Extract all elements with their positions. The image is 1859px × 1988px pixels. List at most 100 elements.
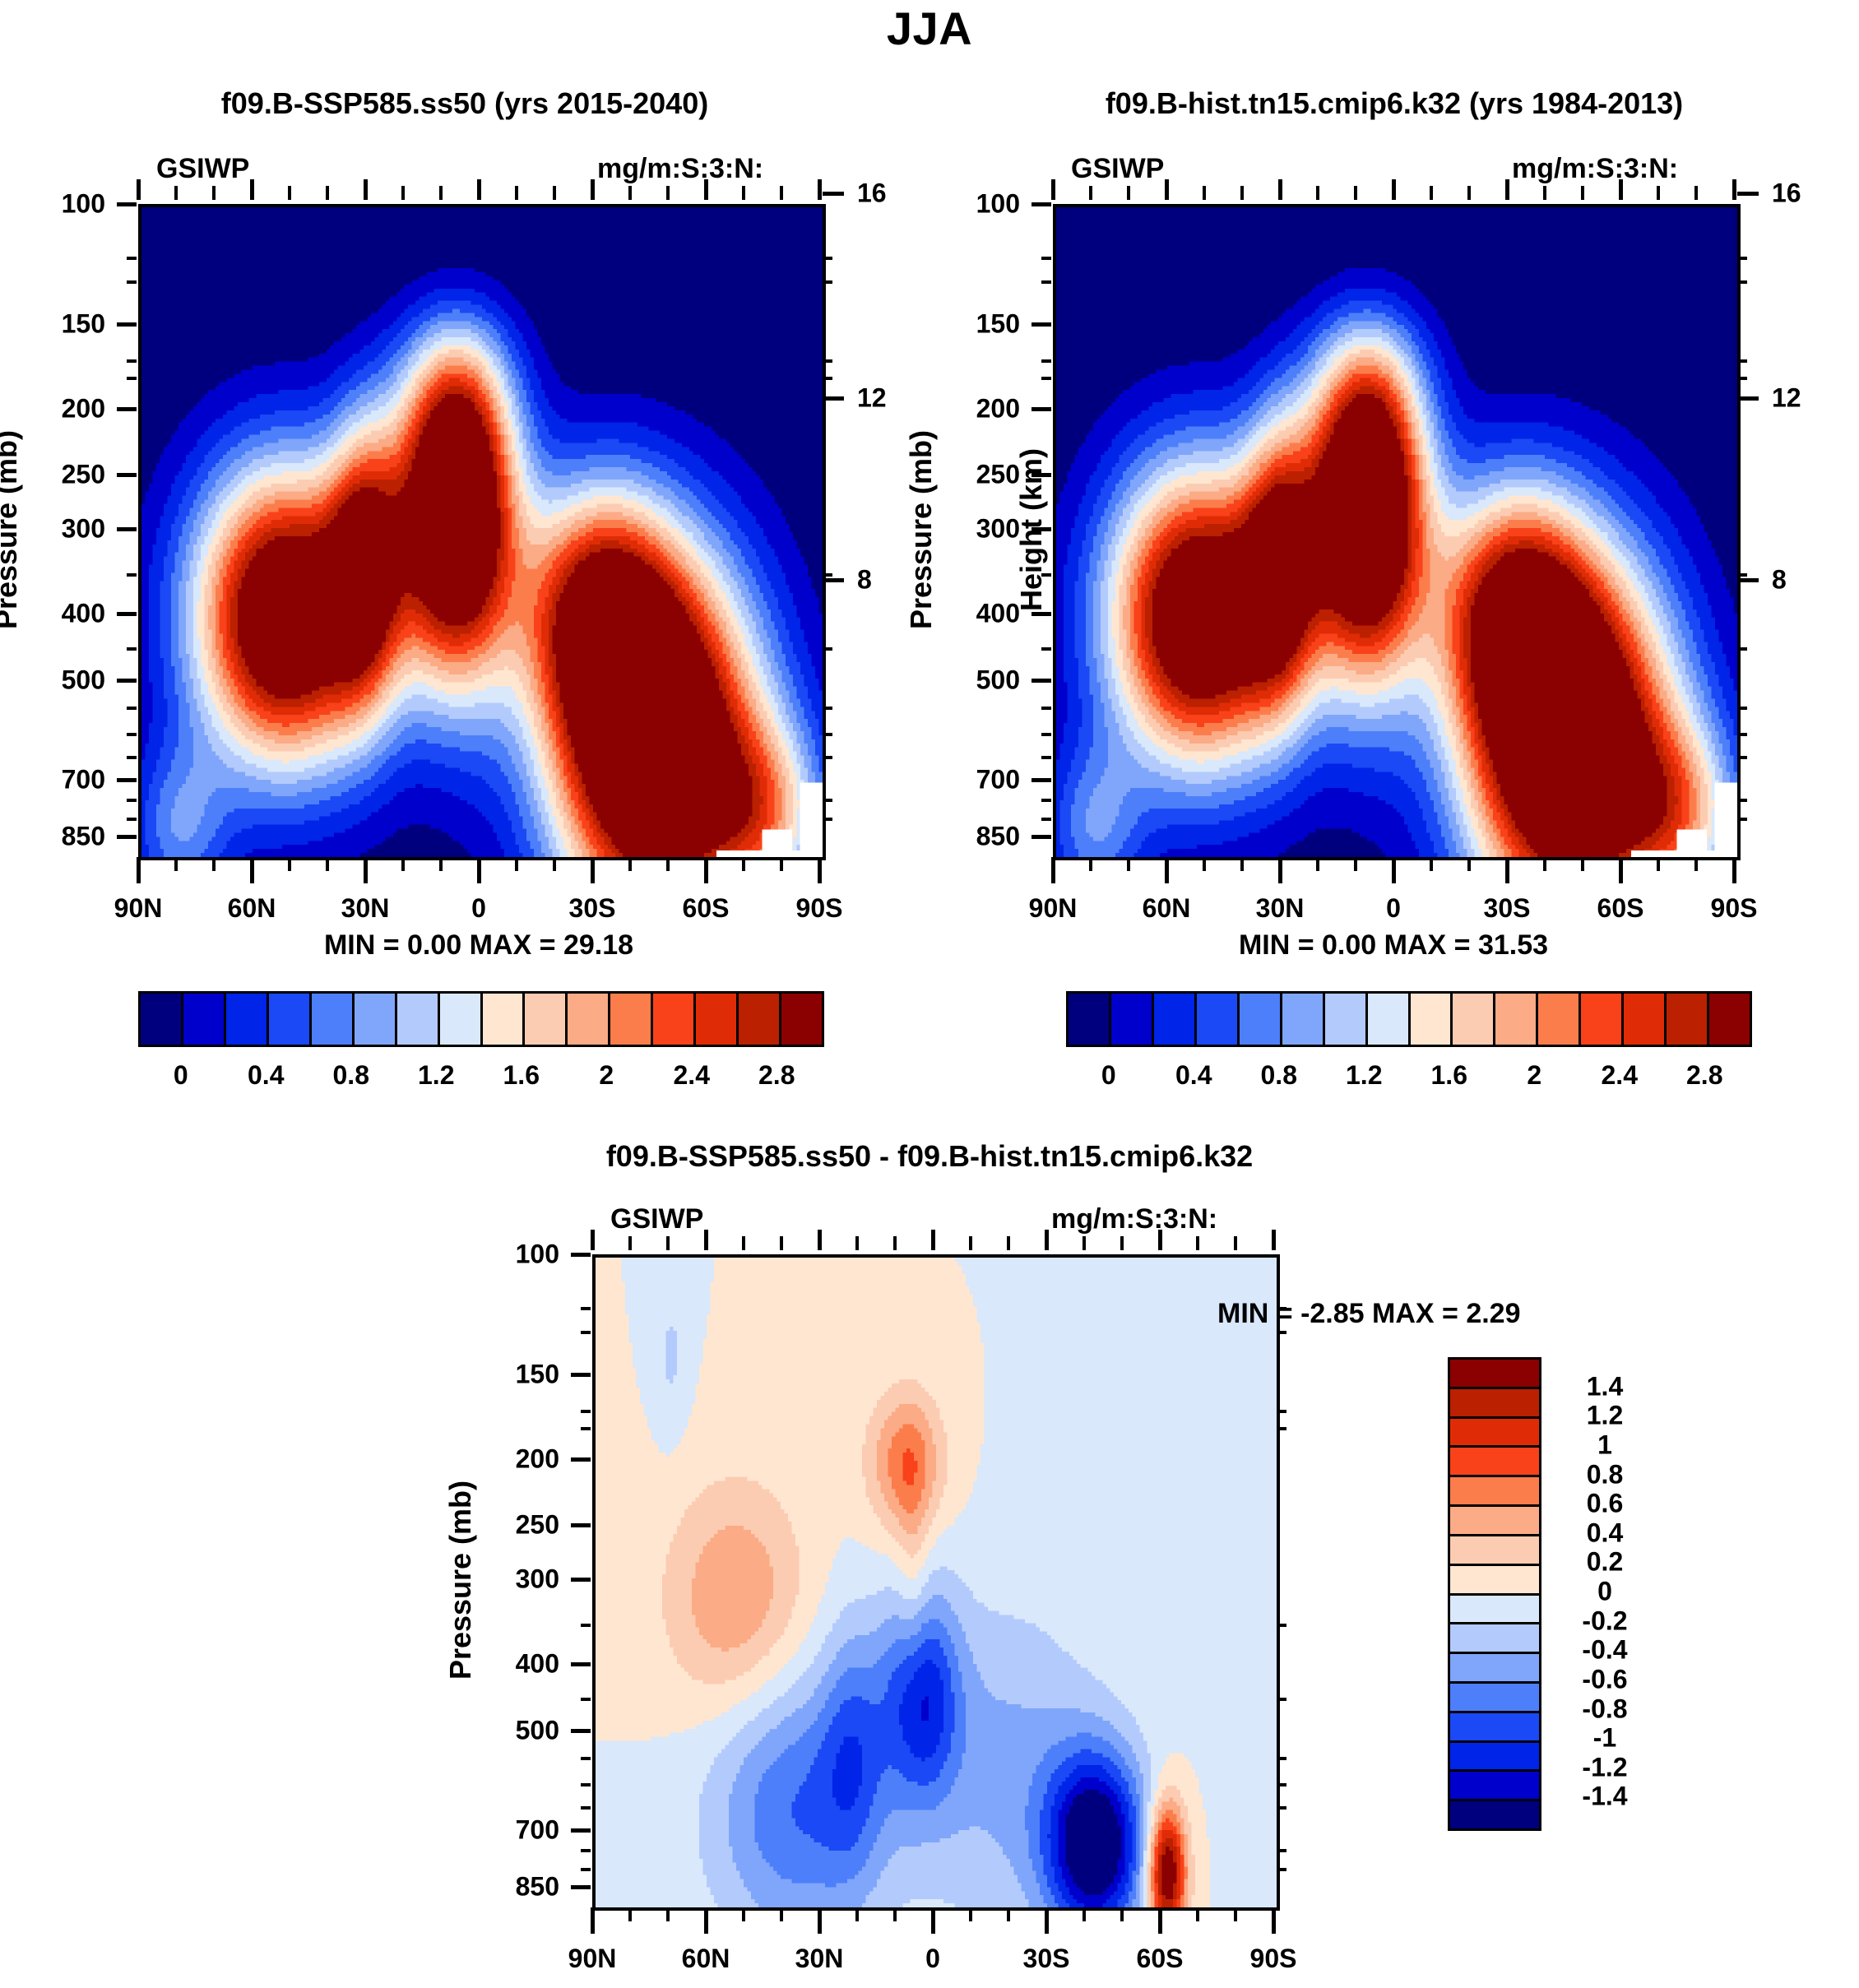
- ytick-label-top-right-0: 100: [976, 188, 1020, 219]
- ytick-minor: [127, 359, 137, 364]
- xtick-major-top: [817, 1230, 822, 1250]
- ytick-label-bottom-4: 300: [515, 1564, 559, 1594]
- variable-label-bottom: GSIWP: [610, 1203, 704, 1235]
- colorbar-tick-label-4: 1.6: [503, 1060, 540, 1090]
- colorbar-cell-9: [1453, 994, 1496, 1045]
- xtick-minor: [1543, 857, 1546, 871]
- ytick-label-top-left-2: 200: [61, 393, 105, 424]
- xtick-major-top: [363, 179, 368, 200]
- colorbar-cell-6: [1324, 994, 1368, 1045]
- yrtick-minor: [1277, 1806, 1286, 1810]
- yrtick-minor: [1737, 732, 1747, 736]
- colorbar-top-left[interactable]: [138, 991, 824, 1047]
- colorbar-cell-4: [1239, 994, 1282, 1045]
- ytick-label-top-left-6: 500: [61, 665, 105, 695]
- xtick-minor: [1657, 857, 1660, 871]
- xtick-top-left-6: [817, 857, 822, 883]
- yrtick-label-top-right-1: 12: [1772, 382, 1801, 413]
- colorbar-diff-cell-1: [1450, 1388, 1539, 1419]
- colorbar-cell-13: [696, 994, 739, 1045]
- xtick-minor: [1430, 857, 1433, 871]
- colorbar-diff-cell-7: [1450, 1565, 1539, 1596]
- xtick-top-right-4: [1504, 857, 1509, 883]
- yrtick-minor: [823, 257, 832, 261]
- ytick-minor: [581, 1307, 591, 1311]
- ytick-minor: [581, 1868, 591, 1872]
- ytick-label-bottom-7: 700: [515, 1814, 559, 1845]
- xtick-minor: [326, 857, 329, 871]
- ytick-bottom-7: [571, 1828, 591, 1833]
- ytick-top-left-3: [117, 473, 137, 478]
- xtick-label-bottom-6: 90S: [1249, 1944, 1297, 1973]
- xtick-minor: [1007, 1907, 1010, 1921]
- colorbar-diff-cell-9: [1450, 1624, 1539, 1655]
- ytick-label-bottom-2: 200: [515, 1444, 559, 1474]
- xtick-minor: [1240, 857, 1244, 871]
- colorbar-tick-label-3: 1.2: [1346, 1060, 1383, 1090]
- yrtick-minor: [823, 280, 832, 284]
- xtick-minor: [401, 857, 405, 871]
- ytick-minor: [127, 756, 137, 760]
- xtick-minor: [742, 857, 745, 871]
- ytick-label-top-right-5: 400: [976, 598, 1020, 628]
- xtick-major-top: [817, 179, 822, 200]
- colorbar-cell-3: [1196, 994, 1240, 1045]
- ytick-minor: [581, 1782, 591, 1786]
- colorbar-cell-0: [141, 994, 183, 1045]
- xtick-minor-top: [1694, 186, 1698, 200]
- colorbar-diff-cell-11: [1450, 1683, 1539, 1713]
- plot-area-bottom: [592, 1254, 1280, 1911]
- y-axis-title-top-left: Pressure (mb): [0, 429, 23, 630]
- xtick-bottom-3: [930, 1907, 935, 1934]
- xtick-major-top: [1044, 1230, 1049, 1250]
- figure-suptitle: JJA: [886, 2, 973, 54]
- colorbar-cell-9: [525, 994, 568, 1045]
- ytick-label-top-left-0: 100: [61, 188, 105, 219]
- xtick-label-top-right-4: 30S: [1483, 893, 1531, 923]
- yrtick-minor: [1277, 1848, 1286, 1852]
- xtick-minor-top: [1467, 186, 1471, 200]
- xtick-minor: [780, 1907, 783, 1921]
- colorbar-cell-14: [739, 994, 782, 1045]
- ytick-top-left-8: [117, 835, 137, 840]
- colorbar-cell-11: [610, 994, 654, 1045]
- colorbar-top-right[interactable]: [1066, 991, 1752, 1047]
- yrtick-minor: [1277, 1410, 1286, 1414]
- xtick-label-top-left-1: 60N: [227, 893, 276, 923]
- xtick-top-right-3: [1391, 857, 1396, 883]
- xtick-minor-top: [855, 1236, 859, 1250]
- xtick-major-top: [1732, 179, 1736, 200]
- ytick-minor: [127, 572, 137, 577]
- xtick-top-right-6: [1732, 857, 1736, 883]
- ytick-bottom-8: [571, 1885, 591, 1890]
- colorbar-diff-cell-13: [1450, 1742, 1539, 1773]
- colorbar-tick-label-1: 0.4: [1175, 1060, 1212, 1090]
- ytick-minor: [127, 376, 137, 380]
- colorbar-diff-tick-label-6: 0.2: [1586, 1546, 1624, 1577]
- xtick-minor: [666, 1907, 670, 1921]
- yrtick-label-top-right-0: 16: [1772, 178, 1801, 208]
- ytick-minor: [581, 1848, 591, 1852]
- ytick-minor: [1041, 798, 1051, 802]
- ytick-bottom-3: [571, 1523, 591, 1528]
- colorbar-cell-15: [781, 994, 822, 1045]
- xtick-major-top: [930, 1230, 935, 1250]
- ytick-minor: [1041, 257, 1051, 261]
- xtick-minor: [893, 1907, 897, 1921]
- colorbar-cell-10: [568, 994, 611, 1045]
- xtick-minor: [742, 1907, 745, 1921]
- colorbar-tick-label-5: 2: [1527, 1060, 1542, 1090]
- xtick-top-right-5: [1618, 857, 1623, 883]
- colorbar-cell-0: [1069, 994, 1111, 1045]
- xtick-minor-top: [515, 186, 518, 200]
- xtick-minor: [288, 857, 291, 871]
- xtick-label-top-right-5: 60S: [1597, 893, 1644, 923]
- xtick-minor-top: [1120, 1236, 1124, 1250]
- yrtick-top-left-0: [823, 191, 844, 196]
- ytick-top-right-2: [1031, 407, 1051, 412]
- ytick-top-right-1: [1031, 322, 1051, 327]
- colorbar-difference[interactable]: [1448, 1357, 1541, 1831]
- yrtick-minor: [823, 707, 832, 711]
- ytick-top-right-4: [1031, 527, 1051, 531]
- xtick-minor-top: [1007, 1236, 1010, 1250]
